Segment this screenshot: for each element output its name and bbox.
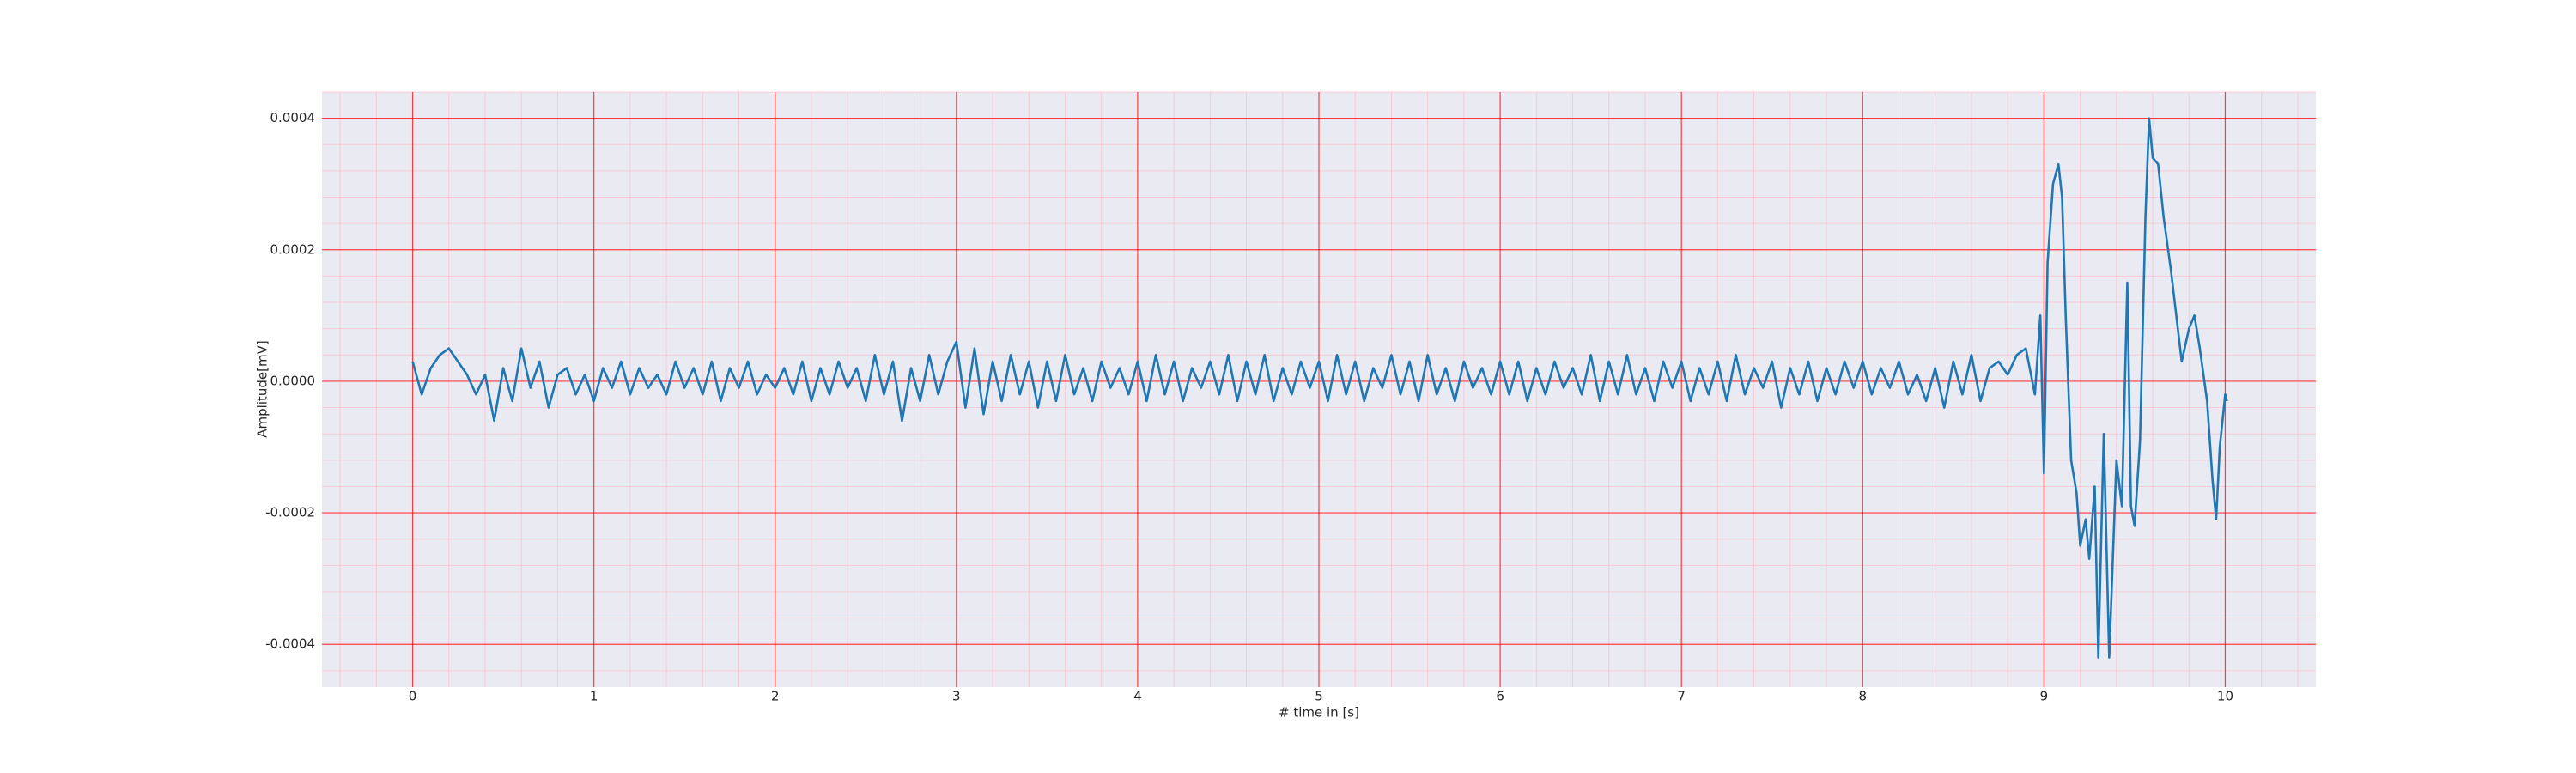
x-tick-label: 9 — [2040, 689, 2049, 704]
x-tick-label: 2 — [771, 689, 780, 704]
y-tick-label: 0.0004 — [270, 110, 316, 125]
x-tick-label: 8 — [1858, 689, 1867, 704]
line — [411, 117, 2228, 659]
x-tick-label: 1 — [590, 689, 598, 704]
y-tick-label: 0.0000 — [270, 373, 316, 388]
y-axis-label: Amplitude[mV] — [255, 340, 270, 437]
y-tick-label: -0.0002 — [265, 505, 315, 520]
x-tick-label: 3 — [952, 689, 961, 704]
x-tick-label: 6 — [1496, 689, 1504, 704]
x-axis-label: # time in [s] — [1279, 705, 1359, 721]
x-tick-label: 5 — [1315, 689, 1323, 704]
x-tick-label: 7 — [1677, 689, 1686, 704]
x-tick-label: 10 — [2217, 689, 2233, 704]
y-tick-label: -0.0004 — [265, 636, 315, 652]
y-tick-label: 0.0002 — [270, 241, 316, 257]
x-tick-label: 0 — [409, 689, 417, 704]
x-tick-label: 4 — [1133, 689, 1142, 704]
